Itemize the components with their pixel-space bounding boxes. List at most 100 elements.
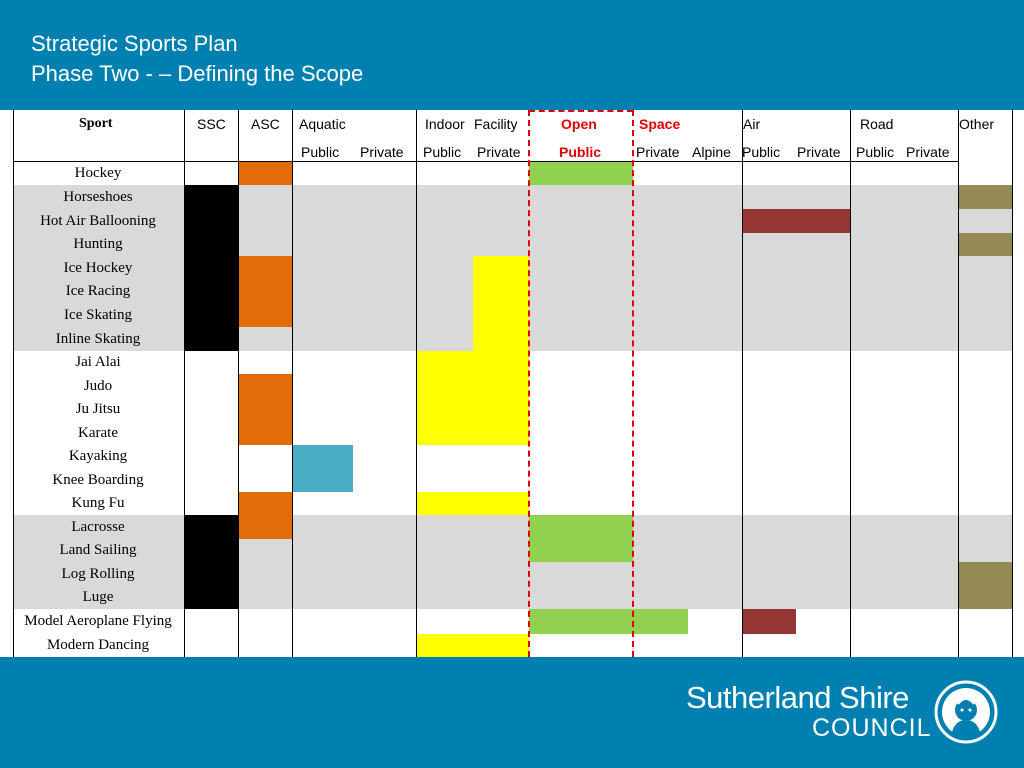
scope-cell-asc [238,162,292,185]
scope-cell-ssc [184,303,238,327]
row-band [184,327,1012,351]
subheader-road-public: Public [856,144,895,160]
sport-name: Ice Skating [64,307,132,323]
scope-cell-indoor-public [416,398,473,421]
sport-name: Hockey [74,165,122,181]
row-band [184,256,1012,280]
subheader-road-private: Private [906,144,950,160]
scope-cell-indoor-public [416,351,473,374]
row-band-label [13,185,184,209]
scope-cell-open-public [529,162,633,185]
header-bottom-line-other [958,161,1012,162]
row-band-label [13,327,184,351]
scope-cell-ssc [184,185,238,209]
sport-name: Inline Skating [55,331,141,347]
header-subdivider [292,135,958,136]
scope-cell-other [958,586,1012,609]
scope-cell-indoor-public [416,421,473,445]
scope-cell-air-public [742,609,796,634]
grid-vline [13,110,14,657]
scope-cell-indoor-public [416,374,473,398]
scope-cell-ssc [184,209,238,233]
slide-header [0,0,1024,110]
scope-cell-ssc [184,233,238,256]
scope-cell-open-public [529,539,633,562]
scope-cell-indoor-private [473,303,529,327]
row-band [184,185,1012,209]
scope-cell-ssc [184,280,238,303]
sport-name: Land Sailing [59,542,137,558]
sport-name: Ice Hockey [63,260,133,276]
scope-cell-asc [238,303,292,327]
col-header-road: Road [860,116,894,132]
scope-cell-open-public [529,515,633,539]
scope-cell-ssc [184,327,238,351]
sport-name: Judo [83,378,113,394]
scope-cell-indoor-public [416,492,473,515]
scope-cell-asc [238,492,292,515]
scope-cell-other [958,233,1012,256]
grid-vline [184,110,185,657]
col-header-facility: Facility [474,116,518,132]
scope-cell-space-private [633,609,688,634]
grid-vline [742,110,743,657]
sport-name: Hunting [73,236,123,252]
subheader-air-public: Public [742,144,781,160]
sport-name: Karate [78,425,118,441]
sport-name: Modern Dancing [46,637,150,653]
scope-cell-open-public [529,609,633,634]
row-band [184,562,1012,586]
row-band-label [13,233,184,256]
subheader-open-public: Public [559,144,602,160]
scope-cell-indoor-private [473,351,529,374]
grid-vline [416,110,417,657]
subheader-indoor-private: Private [477,144,521,160]
scope-cell-indoor-private [473,256,529,280]
slide-footer [0,657,1024,768]
scope-cell-aquatic-public [292,445,353,468]
slide-subtitle: Phase Two - – Defining the Scope [31,61,364,86]
row-band [184,586,1012,609]
col-header-indoor: Indoor [425,116,465,132]
slide-title: Strategic Sports Plan [31,31,238,56]
subheader-aquatic-public: Public [301,144,340,160]
col-header-sport: Sport [79,116,113,131]
sport-name: Log Rolling [61,566,135,582]
row-band [184,209,1012,233]
sport-name: Ju Jitsu [75,401,121,417]
scope-cell-air-private [796,209,850,233]
scope-cell-indoor-private [473,492,529,515]
sport-name: Knee Boarding [52,472,144,488]
scope-cell-ssc [184,586,238,609]
scope-cell-indoor-private [473,374,529,398]
grid-vline [958,110,959,657]
council-logo-name: Sutherland Shire [686,680,909,715]
row-band-label [13,256,184,280]
scope-cell-aquatic-public [292,468,353,492]
col-header-air: Air [743,116,761,132]
subheader-space-private: Private [636,144,680,160]
scope-cell-asc [238,280,292,303]
scope-cell-other [958,185,1012,209]
col-header-aquatic: Aquatic [299,116,346,132]
header-bottom-line [13,161,958,162]
subheader-indoor-public: Public [423,144,462,160]
sport-name: Model Aeroplane Flying [24,613,172,629]
subheader-space-alpine: Alpine [692,144,731,160]
scope-cell-ssc [184,256,238,280]
scope-cell-asc [238,421,292,445]
row-band [184,303,1012,327]
col-header-open: Open [561,116,597,132]
scope-cell-asc [238,256,292,280]
sport-name: Kayaking [68,448,128,464]
sport-name: Ice Racing [65,283,131,299]
row-band-label [13,209,184,233]
scope-cell-indoor-private [473,421,529,445]
subheader-aquatic-private: Private [360,144,404,160]
scope-cell-indoor-private [473,327,529,351]
sport-name: Luge [82,589,114,605]
row-band-label [13,303,184,327]
scope-cell-ssc [184,539,238,562]
row-band-label [13,586,184,609]
scope-cell-indoor-private [473,398,529,421]
